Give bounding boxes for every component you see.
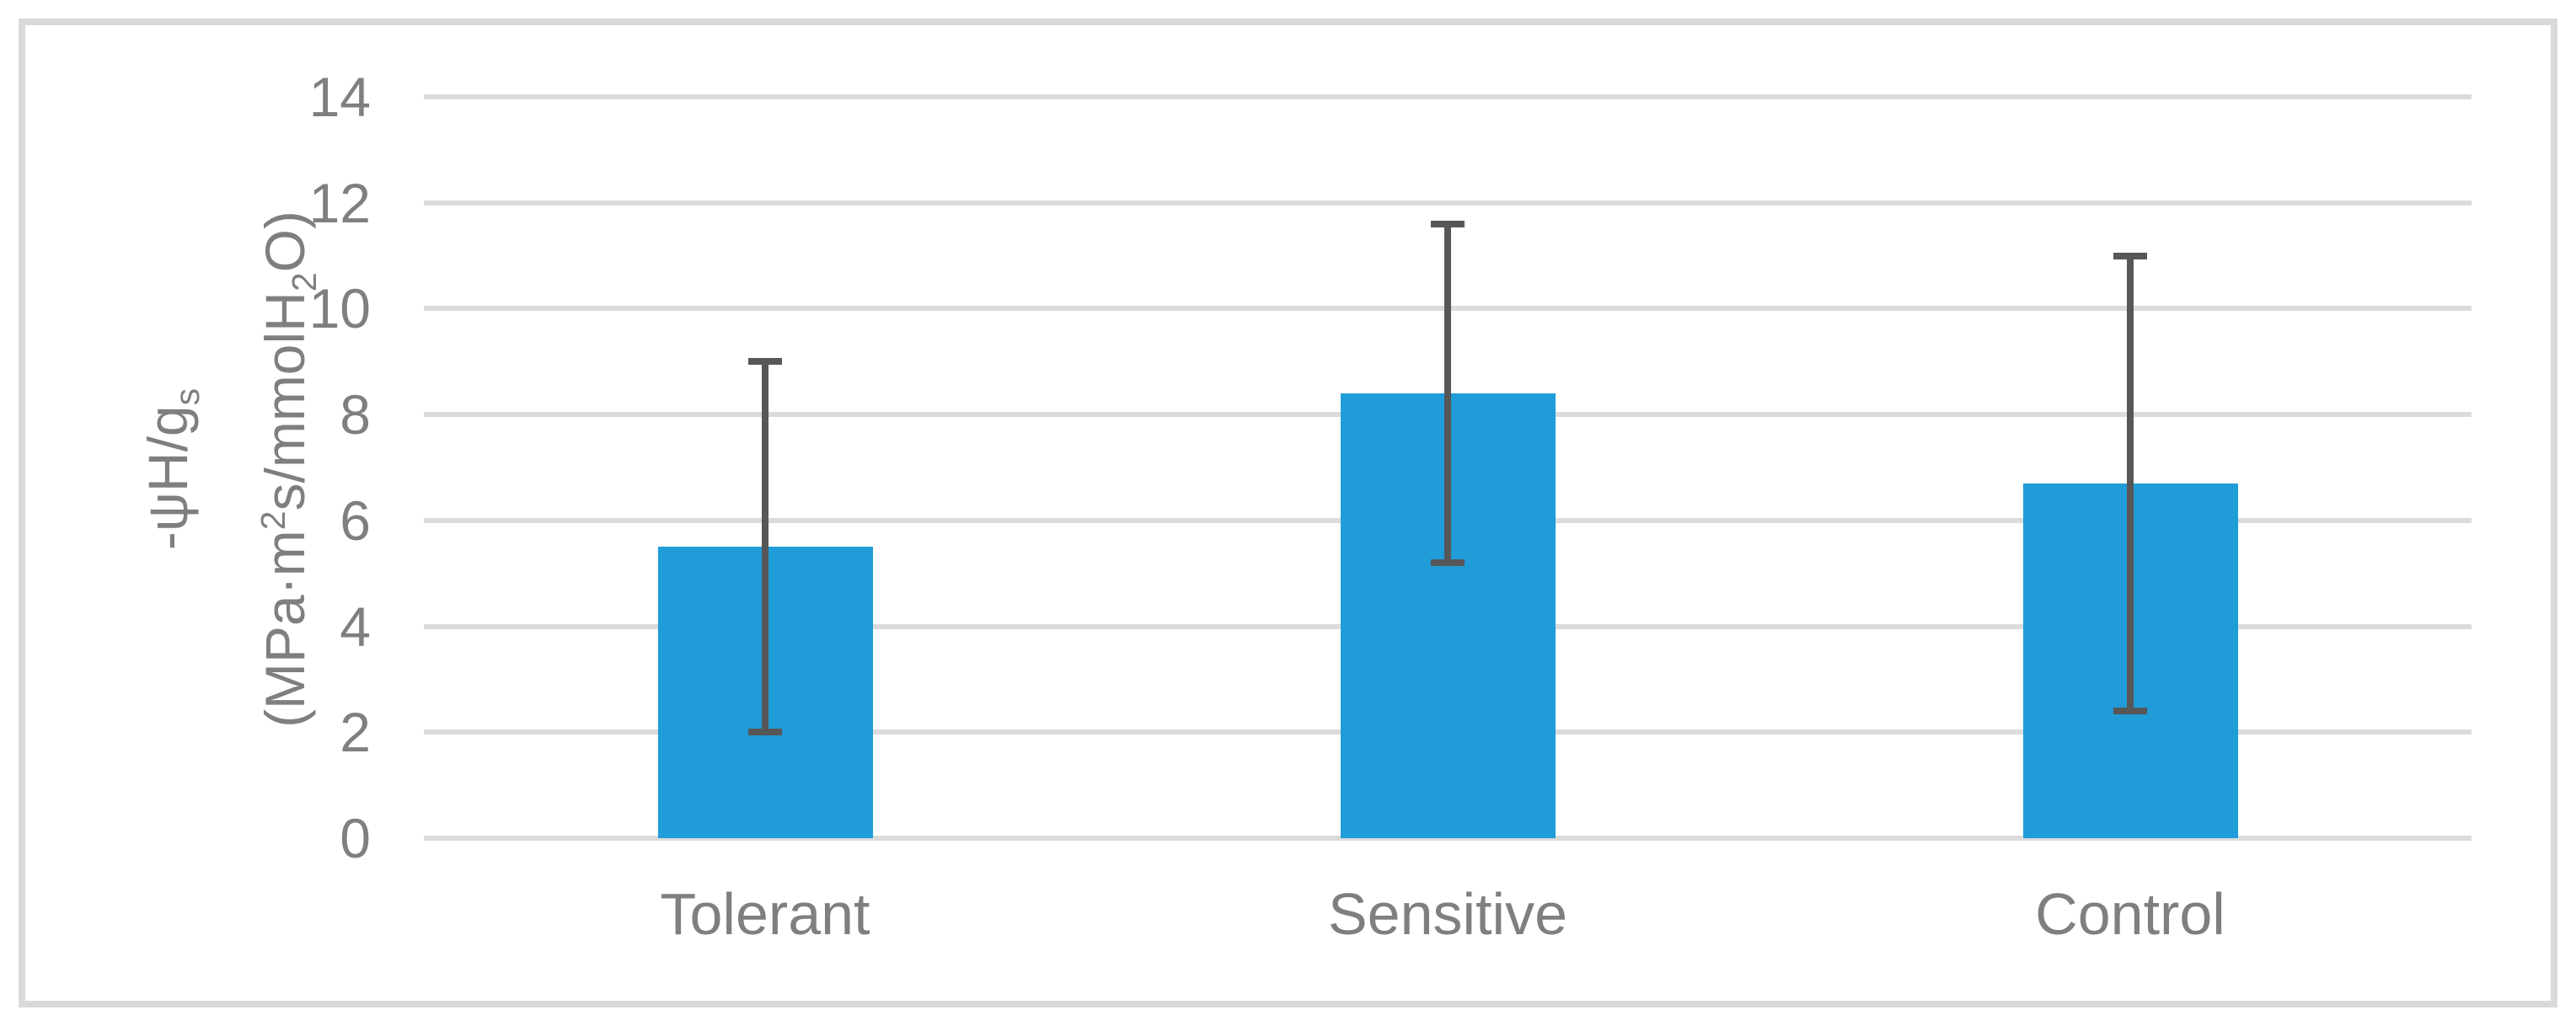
gridline-y-0 xyxy=(424,836,2472,841)
error-bar-cap-top-control xyxy=(2113,252,2147,259)
error-bar-cap-bottom-sensitive xyxy=(1431,559,1465,567)
category-label-control: Control xyxy=(2035,881,2225,947)
gridline-y-12 xyxy=(424,200,2472,206)
y-tick-label: 6 xyxy=(340,489,371,552)
y-tick-label: 10 xyxy=(308,277,371,340)
error-bar-sensitive xyxy=(1444,223,1451,564)
y-tick-label: 4 xyxy=(340,595,371,658)
error-bar-cap-bottom-tolerant xyxy=(748,729,782,736)
plot-area xyxy=(424,94,2472,841)
category-label-sensitive: Sensitive xyxy=(1327,881,1568,947)
error-bar-cap-top-sensitive xyxy=(1431,220,1465,227)
gridline-y-14 xyxy=(424,94,2472,99)
y-tick-label: 14 xyxy=(308,66,371,128)
y-tick-label: 12 xyxy=(308,171,371,234)
category-label-tolerant: Tolerant xyxy=(660,881,870,947)
y-tick-label: 2 xyxy=(340,701,371,764)
error-bar-cap-top-tolerant xyxy=(748,358,782,366)
y-tick-label: 0 xyxy=(340,807,371,869)
error-bar-tolerant xyxy=(762,361,769,733)
error-bar-control xyxy=(2127,255,2134,712)
y-tick-label: 8 xyxy=(340,383,371,446)
error-bar-cap-bottom-control xyxy=(2113,708,2147,715)
